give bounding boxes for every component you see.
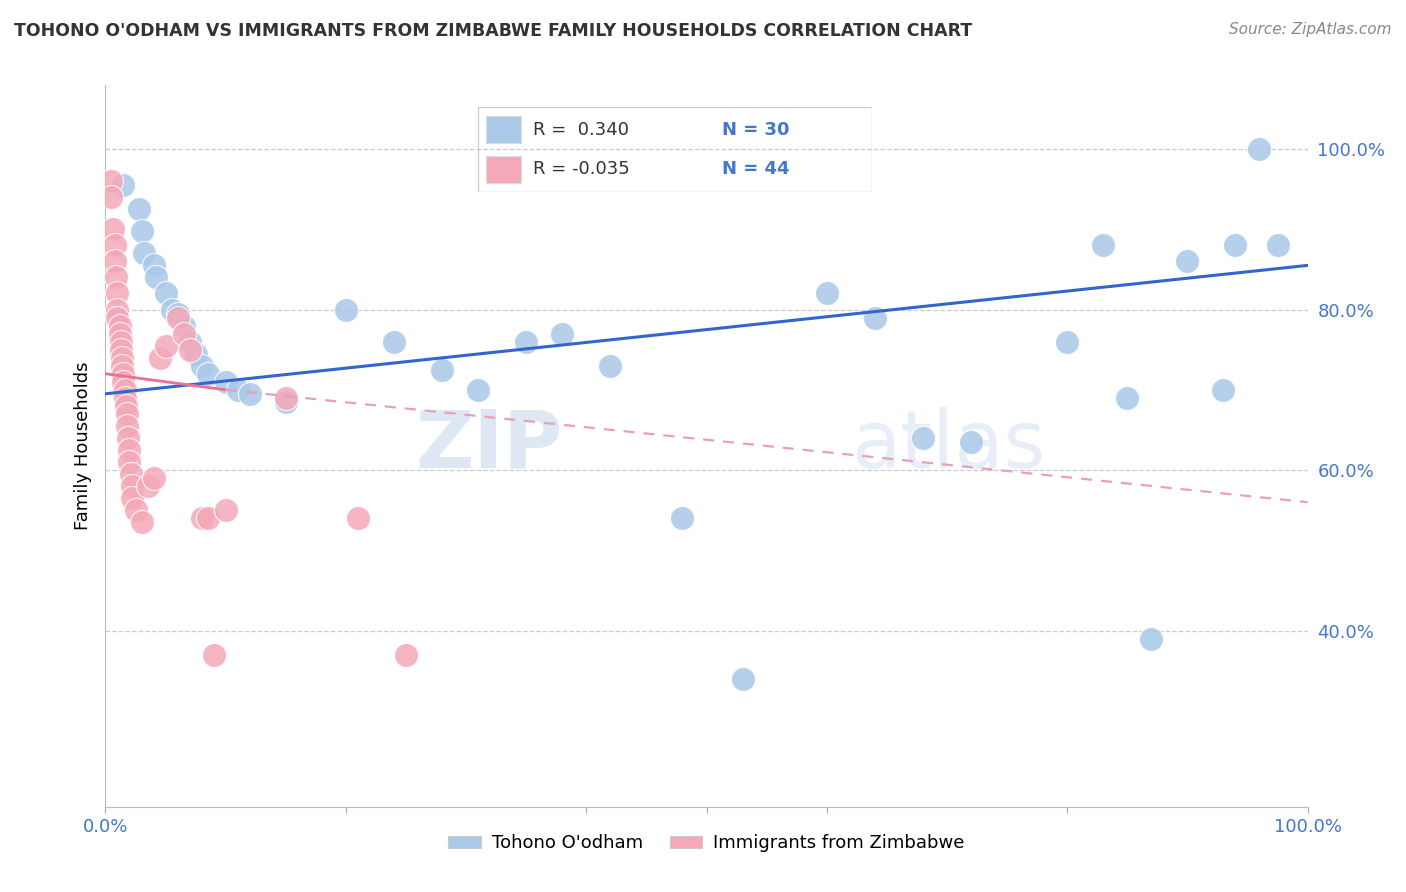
Point <box>202 648 225 662</box>
Point <box>131 224 153 238</box>
Point <box>105 270 128 285</box>
Point <box>197 367 219 381</box>
Legend: Tohono O'odham, Immigrants from Zimbabwe: Tohono O'odham, Immigrants from Zimbabwe <box>441 827 972 860</box>
Point <box>132 246 155 260</box>
Point <box>671 511 693 525</box>
Point <box>148 351 170 365</box>
Point <box>160 302 183 317</box>
Text: N = 44: N = 44 <box>723 160 790 178</box>
Point <box>107 286 129 301</box>
Point <box>121 491 143 506</box>
Point <box>335 302 357 317</box>
Point <box>108 318 131 333</box>
Point <box>190 359 212 373</box>
Point <box>166 310 188 325</box>
Point <box>107 310 129 325</box>
Point <box>111 359 134 373</box>
Point <box>118 455 141 469</box>
Text: TOHONO O'ODHAM VS IMMIGRANTS FROM ZIMBABWE FAMILY HOUSEHOLDS CORRELATION CHART: TOHONO O'ODHAM VS IMMIGRANTS FROM ZIMBAB… <box>14 22 973 40</box>
FancyBboxPatch shape <box>486 156 522 183</box>
Point <box>100 190 122 204</box>
Point <box>1140 632 1163 646</box>
Point <box>112 178 135 193</box>
Point <box>118 443 141 458</box>
Point <box>142 259 165 273</box>
Point <box>155 339 177 353</box>
Point <box>166 307 188 321</box>
Point <box>100 174 122 188</box>
Point <box>731 672 754 686</box>
Text: R =  0.340: R = 0.340 <box>533 121 628 139</box>
Point <box>173 326 195 341</box>
Point <box>214 503 236 517</box>
Point <box>430 363 453 377</box>
Text: R = -0.035: R = -0.035 <box>533 160 630 178</box>
FancyBboxPatch shape <box>486 116 522 144</box>
Point <box>114 383 136 397</box>
Point <box>107 302 129 317</box>
Point <box>395 648 418 662</box>
Point <box>121 479 143 493</box>
Text: N = 30: N = 30 <box>723 121 790 139</box>
Point <box>108 326 131 341</box>
Point <box>226 383 249 397</box>
Point <box>115 407 138 421</box>
Point <box>131 516 153 530</box>
Point <box>960 435 983 450</box>
Point <box>467 383 489 397</box>
Point <box>104 238 127 252</box>
Point <box>117 431 139 445</box>
Y-axis label: Family Households: Family Households <box>73 362 91 530</box>
Point <box>124 503 146 517</box>
Point <box>110 343 132 357</box>
Point <box>128 202 150 217</box>
Point <box>197 511 219 525</box>
Text: atlas: atlas <box>851 407 1045 485</box>
Point <box>515 334 537 349</box>
Point <box>347 511 370 525</box>
Point <box>111 351 134 365</box>
Point <box>190 511 212 525</box>
Point <box>155 286 177 301</box>
Point <box>911 431 934 445</box>
Point <box>184 347 207 361</box>
Point <box>1056 334 1078 349</box>
Point <box>863 310 886 325</box>
Point <box>179 343 201 357</box>
Point <box>274 395 297 409</box>
Point <box>112 367 135 381</box>
Point <box>101 222 124 236</box>
Point <box>142 471 165 485</box>
Point <box>599 359 621 373</box>
Point <box>382 334 405 349</box>
Point <box>145 270 167 285</box>
Point <box>110 334 132 349</box>
Point <box>112 375 135 389</box>
Point <box>1225 238 1247 252</box>
Point <box>1175 254 1198 268</box>
Point <box>239 387 262 401</box>
Point <box>179 334 201 349</box>
Point <box>173 318 195 333</box>
Text: Source: ZipAtlas.com: Source: ZipAtlas.com <box>1229 22 1392 37</box>
Point <box>1212 383 1234 397</box>
Point <box>136 479 159 493</box>
Point <box>115 399 138 413</box>
Point <box>214 375 236 389</box>
Point <box>114 391 136 405</box>
Point <box>1249 142 1271 156</box>
Point <box>1267 238 1289 252</box>
Point <box>274 391 297 405</box>
Point <box>115 419 138 434</box>
Point <box>551 326 574 341</box>
Point <box>815 286 838 301</box>
Point <box>1116 391 1139 405</box>
Point <box>1092 238 1115 252</box>
Text: ZIP: ZIP <box>415 407 562 485</box>
Point <box>104 254 127 268</box>
Point <box>120 467 142 482</box>
